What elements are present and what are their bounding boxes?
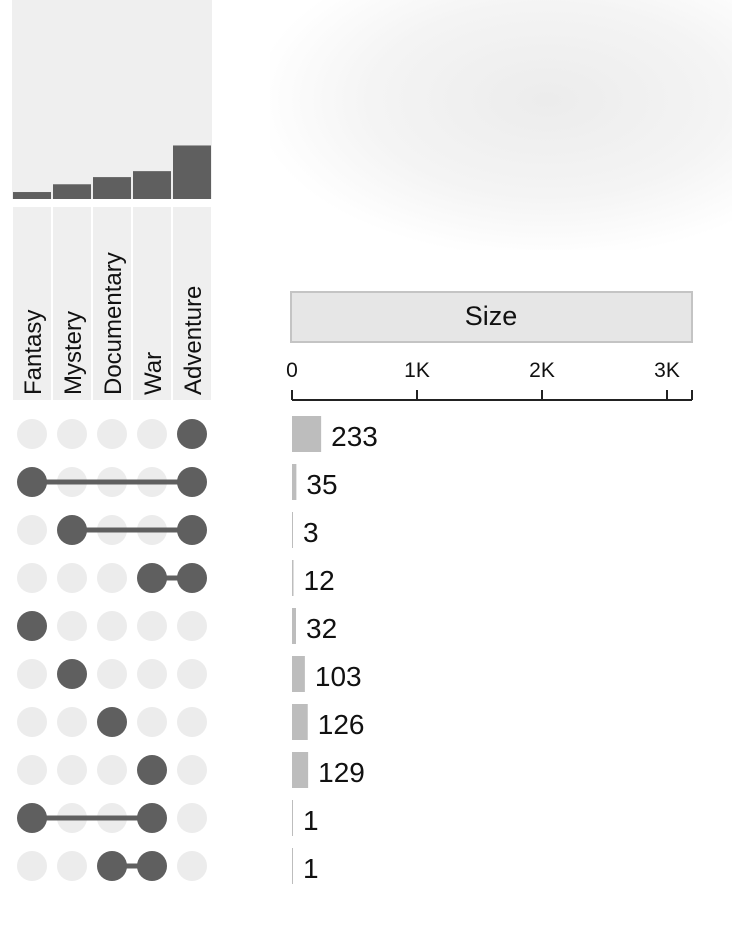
- size-axis-title-box: [290, 291, 693, 343]
- matrix-empty-dot: [177, 803, 207, 833]
- matrix-filled-dot-adventure: [177, 467, 207, 497]
- matrix-empty-dot: [97, 659, 127, 689]
- matrix-filled-dot-adventure: [177, 515, 207, 545]
- matrix-filled-dot-mystery: [57, 659, 87, 689]
- background-haze: [270, 0, 732, 250]
- matrix-empty-dot: [137, 611, 167, 641]
- intersection-bar: [292, 752, 309, 788]
- set-label-adventure: Adventure: [180, 286, 207, 395]
- matrix-empty-dot: [177, 851, 207, 881]
- intersection-size-label: 12: [304, 565, 335, 596]
- matrix-empty-dot: [137, 419, 167, 449]
- set-label-column-documentary: [93, 207, 131, 400]
- intersection-size-label: 3: [303, 517, 319, 548]
- matrix-empty-dot: [177, 611, 207, 641]
- matrix-filled-dot-fantasy: [17, 467, 47, 497]
- intersection-bar: [292, 512, 293, 548]
- matrix-filled-dot-fantasy: [17, 803, 47, 833]
- matrix-empty-dot: [177, 755, 207, 785]
- size-axis-tick-label: 1K: [404, 359, 430, 382]
- matrix-empty-dot: [17, 755, 47, 785]
- intersection-size-label: 126: [318, 709, 365, 740]
- matrix-empty-dot: [97, 755, 127, 785]
- set-size-bar-mystery: [53, 184, 91, 199]
- matrix-empty-dot: [17, 419, 47, 449]
- intersection-size-label: 1: [303, 853, 319, 884]
- intersection-bar: [292, 464, 297, 500]
- matrix-empty-dot: [57, 851, 87, 881]
- intersection-bar: [292, 848, 293, 884]
- matrix-filled-dot-war: [137, 563, 167, 593]
- matrix-empty-dot: [17, 851, 47, 881]
- intersection-bar: [292, 560, 294, 596]
- set-size-bar-documentary: [93, 177, 131, 199]
- set-label-column-adventure: [173, 207, 211, 400]
- matrix-empty-dot: [57, 611, 87, 641]
- set-size-bar-fantasy: [13, 192, 51, 199]
- matrix-empty-dot: [137, 659, 167, 689]
- set-size-bar-war: [133, 171, 171, 199]
- matrix-filled-dot-mystery: [57, 515, 87, 545]
- set-label-documentary: Documentary: [100, 252, 127, 395]
- set-label-war: War: [140, 352, 167, 395]
- intersection-bar: [292, 416, 322, 452]
- matrix-filled-dot-war: [137, 755, 167, 785]
- matrix-filled-dot-adventure: [177, 419, 207, 449]
- size-axis-title: Size: [465, 301, 518, 331]
- matrix-empty-dot: [137, 707, 167, 737]
- intersection-size-label: 233: [331, 421, 378, 452]
- matrix-filled-dot-war: [137, 851, 167, 881]
- intersection-size-label: 129: [318, 757, 365, 788]
- size-axis-tick-label: 0: [286, 359, 298, 382]
- matrix-empty-dot: [97, 419, 127, 449]
- size-axis-tick-label: 3K: [654, 359, 680, 382]
- matrix-empty-dot: [57, 755, 87, 785]
- matrix-empty-dot: [57, 419, 87, 449]
- intersection-size-label: 1: [303, 805, 319, 836]
- intersection-size-label: 35: [306, 469, 337, 500]
- matrix-filled-dot-documentary: [97, 851, 127, 881]
- set-label-column-war: [133, 207, 171, 400]
- size-axis-tick-label: 2K: [529, 359, 555, 382]
- matrix-empty-dot: [97, 563, 127, 593]
- set-label-column-mystery: [53, 207, 91, 400]
- intersection-size-label: 103: [315, 661, 362, 692]
- matrix-empty-dot: [57, 707, 87, 737]
- intersection-size-label: 32: [306, 613, 337, 644]
- intersection-bar: [292, 608, 296, 644]
- set-label-column-fantasy: [13, 207, 51, 400]
- matrix-empty-dot: [57, 563, 87, 593]
- set-size-bar-adventure: [173, 145, 211, 199]
- matrix-empty-dot: [97, 611, 127, 641]
- matrix-empty-dot: [17, 563, 47, 593]
- set-label-mystery: Mystery: [60, 311, 87, 395]
- intersection-bar: [292, 656, 305, 692]
- matrix-empty-dot: [17, 659, 47, 689]
- matrix-empty-dot: [17, 707, 47, 737]
- matrix-filled-dot-adventure: [177, 563, 207, 593]
- matrix-empty-dot: [177, 659, 207, 689]
- matrix-empty-dot: [177, 707, 207, 737]
- matrix-filled-dot-fantasy: [17, 611, 47, 641]
- matrix-filled-dot-war: [137, 803, 167, 833]
- intersection-bar: [292, 704, 308, 740]
- set-label-fantasy: Fantasy: [20, 310, 47, 395]
- matrix-empty-dot: [17, 515, 47, 545]
- matrix-filled-dot-documentary: [97, 707, 127, 737]
- intersection-bar: [292, 800, 293, 836]
